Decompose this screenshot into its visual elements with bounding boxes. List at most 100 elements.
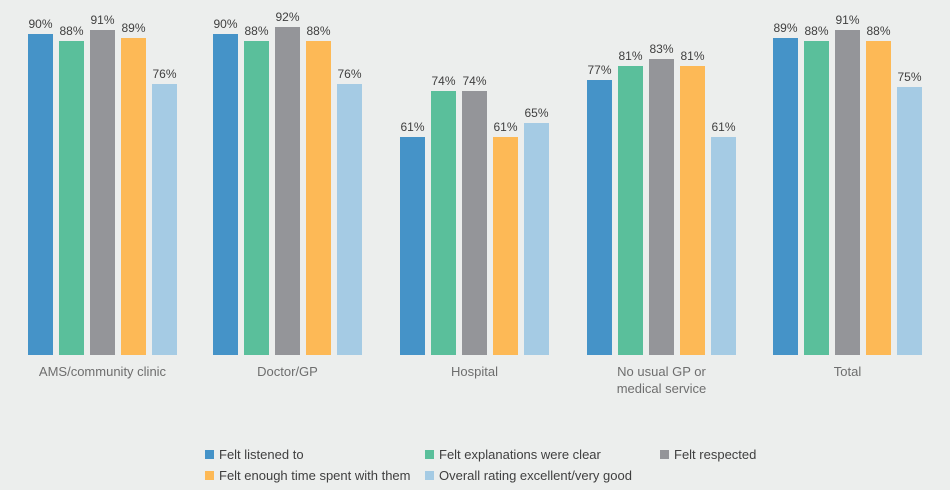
bar-column: 88%: [244, 24, 269, 355]
bar-column: 74%: [431, 74, 456, 355]
bar-column: 83%: [649, 42, 674, 355]
bar-overall-rating-excellent-very-good: [897, 87, 922, 355]
legend-label: Felt listened to: [219, 447, 304, 462]
bar-value-label: 83%: [649, 42, 674, 56]
bar-column: 61%: [400, 120, 425, 355]
category-label: Hospital: [451, 364, 498, 379]
bar-felt-respected: [90, 30, 115, 355]
bar-column: 88%: [866, 24, 891, 355]
bar-value-label: 81%: [618, 49, 643, 63]
bar-column: 76%: [152, 67, 177, 355]
bar-value-label: 91%: [90, 13, 115, 27]
bar-column: 75%: [897, 70, 922, 355]
bar-felt-enough-time-spent-with-them: [866, 41, 891, 355]
bar-value-label: 61%: [711, 120, 736, 134]
bar-value-label: 76%: [152, 67, 177, 81]
legend-item-felt-listened-to: Felt listened to: [205, 447, 304, 462]
bar-column: 89%: [121, 21, 146, 355]
legend-swatch-icon: [205, 471, 214, 480]
bar-value-label: 92%: [275, 10, 300, 24]
legend-swatch-icon: [205, 450, 214, 459]
bar-overall-rating-excellent-very-good: [711, 137, 736, 355]
bar-value-label: 61%: [493, 120, 518, 134]
bar-value-label: 88%: [59, 24, 84, 38]
bar-value-label: 90%: [28, 17, 53, 31]
legend-swatch-icon: [425, 471, 434, 480]
legend-swatch-icon: [660, 450, 669, 459]
bar-value-label: 89%: [773, 21, 798, 35]
bar-felt-enough-time-spent-with-them: [680, 66, 705, 355]
bar-felt-explanations-were-clear: [431, 91, 456, 355]
legend-label: Felt respected: [674, 447, 757, 462]
bar-group: 89% 88% 91% 88% 75%: [773, 0, 922, 355]
bar-value-label: 65%: [524, 106, 549, 120]
bar-felt-respected: [649, 59, 674, 355]
bar-value-label: 89%: [121, 21, 146, 35]
bar-felt-respected: [462, 91, 487, 355]
bar-column: 91%: [835, 13, 860, 355]
legend-label: Felt enough time spent with them: [219, 468, 411, 483]
bar-column: 77%: [587, 63, 612, 355]
bar-column: 61%: [711, 120, 736, 355]
bar-value-label: 75%: [897, 70, 922, 84]
bar-value-label: 81%: [680, 49, 705, 63]
bar-felt-listened-to: [587, 80, 612, 355]
bar-group: 90% 88% 91% 89% 76%: [28, 0, 177, 355]
bar-felt-listened-to: [400, 137, 425, 355]
bar-column: 74%: [462, 74, 487, 355]
category-label: Total: [833, 364, 862, 379]
bar-column: 90%: [28, 17, 53, 355]
bar-group: 90% 88% 92% 88% 76%: [213, 0, 362, 355]
bar-value-label: 76%: [337, 67, 362, 81]
bar-column: 81%: [618, 49, 643, 355]
bar-felt-explanations-were-clear: [804, 41, 829, 355]
category-label: No usual GP or medical service: [616, 364, 707, 396]
bar-column: 76%: [337, 67, 362, 355]
bar-value-label: 90%: [213, 17, 238, 31]
bar-value-label: 88%: [306, 24, 331, 38]
legend-swatch-icon: [425, 450, 434, 459]
bar-value-label: 91%: [835, 13, 860, 27]
bar-value-label: 74%: [462, 74, 487, 88]
bar-value-label: 61%: [400, 120, 425, 134]
bar-group: 61% 74% 74% 61% 65%: [400, 0, 549, 355]
bar-value-label: 88%: [244, 24, 269, 38]
bar-column: 88%: [804, 24, 829, 355]
bar-column: 88%: [306, 24, 331, 355]
bar-column: 61%: [493, 120, 518, 355]
bar-column: 88%: [59, 24, 84, 355]
bar-felt-listened-to: [213, 34, 238, 355]
bar-value-label: 88%: [804, 24, 829, 38]
legend-item-felt-respected: Felt respected: [660, 447, 756, 462]
bar-column: 91%: [90, 13, 115, 355]
bar-overall-rating-excellent-very-good: [152, 84, 177, 355]
category-label: AMS/community clinic: [38, 364, 167, 379]
bar-felt-explanations-were-clear: [618, 66, 643, 355]
bar-column: 81%: [680, 49, 705, 355]
bar-felt-explanations-were-clear: [59, 41, 84, 355]
bar-value-label: 74%: [431, 74, 456, 88]
legend-item-felt-explanations-were-clear: Felt explanations were clear: [425, 447, 601, 462]
bar-group: 77% 81% 83% 81% 61%: [587, 0, 736, 355]
legend-item-felt-enough-time-spent-with-them: Felt enough time spent with them: [205, 468, 411, 483]
bar-felt-enough-time-spent-with-them: [493, 137, 518, 355]
bar-column: 89%: [773, 21, 798, 355]
bar-felt-explanations-were-clear: [244, 41, 269, 355]
category-label: Doctor/GP: [257, 364, 318, 379]
bar-felt-listened-to: [773, 38, 798, 355]
bar-felt-enough-time-spent-with-them: [306, 41, 331, 355]
bar-felt-enough-time-spent-with-them: [121, 38, 146, 355]
bar-column: 65%: [524, 106, 549, 355]
bar-value-label: 88%: [866, 24, 891, 38]
bar-felt-listened-to: [28, 34, 53, 355]
bar-column: 90%: [213, 17, 238, 355]
bar-value-label: 77%: [587, 63, 612, 77]
legend-label: Overall rating excellent/very good: [439, 468, 632, 483]
bar-overall-rating-excellent-very-good: [524, 123, 549, 355]
plot-area: 90% 88% 91% 89% 76% 90% 88% 92% 88% 76% 61% 74% 74% 6…: [28, 0, 922, 355]
bar-overall-rating-excellent-very-good: [337, 84, 362, 355]
legend-item-overall-rating-excellent-very-good: Overall rating excellent/very good: [425, 468, 632, 483]
bar-column: 92%: [275, 10, 300, 355]
bar-felt-respected: [275, 27, 300, 355]
